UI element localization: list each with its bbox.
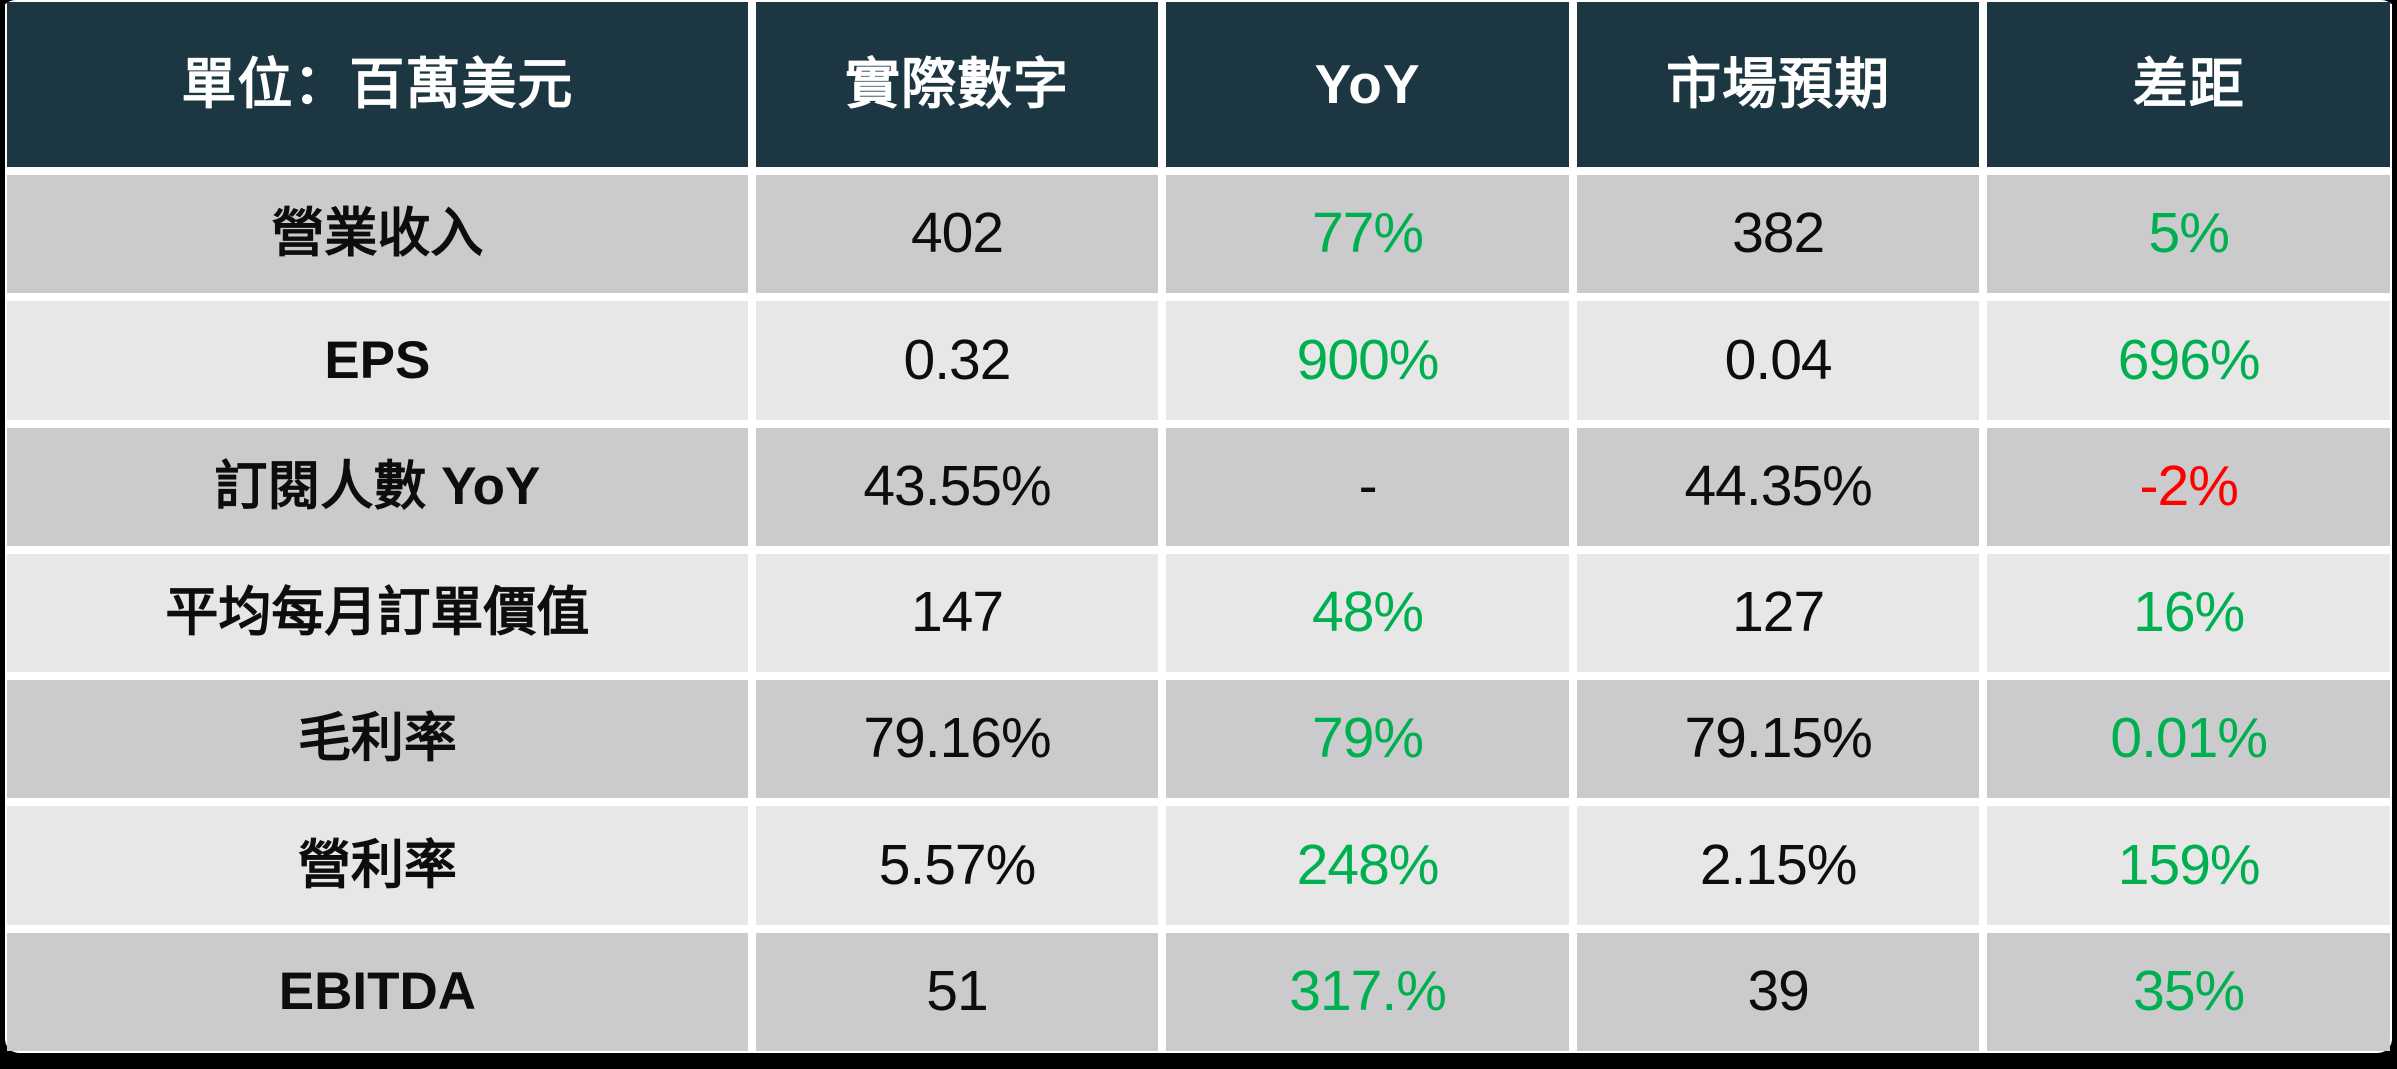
cell-expected-value: 79.15% <box>1576 680 1980 799</box>
cell-gap-value: 5% <box>1987 175 2390 294</box>
header-unit-label: 單位：百萬美元 <box>7 2 748 167</box>
cell-actual-value: 43.55% <box>755 427 1159 546</box>
cell-yoy-value: 48% <box>1166 553 1569 673</box>
cell-yoy-value: 900% <box>1166 301 1569 420</box>
table-grid: 單位：百萬美元 實際數字 YoY 市場預期 差距 營業收入 402 77% 382 5%… <box>5 0 2392 1053</box>
cell-yoy-value: - <box>1166 427 1569 546</box>
cell-expected-value: 2.15% <box>1576 806 1980 925</box>
cell-yoy-value: 79% <box>1166 680 1569 799</box>
cell-gap-value: 696% <box>1987 301 2390 420</box>
row-label: EPS <box>7 301 748 420</box>
cell-yoy-value: 77% <box>1166 175 1569 294</box>
cell-actual-value: 0.32 <box>755 301 1159 420</box>
header-actual: 實際數字 <box>755 2 1159 167</box>
row-label: 毛利率 <box>7 680 748 799</box>
cell-expected-value: 44.35% <box>1576 427 1980 546</box>
row-label: 營利率 <box>7 806 748 925</box>
cell-actual-value: 402 <box>755 175 1159 294</box>
cell-yoy-value: 248% <box>1166 806 1569 925</box>
cell-gap-value: 159% <box>1987 806 2390 925</box>
cell-expected-value: 382 <box>1576 175 1980 294</box>
cell-expected-value: 39 <box>1576 932 1980 1051</box>
cell-actual-value: 147 <box>755 553 1159 673</box>
header-gap: 差距 <box>1987 2 2390 167</box>
cell-gap-value: 16% <box>1987 553 2390 673</box>
row-label: 平均每月訂單價值 <box>7 553 748 673</box>
row-label: EBITDA <box>7 932 748 1051</box>
row-label: 營業收入 <box>7 175 748 294</box>
cell-expected-value: 0.04 <box>1576 301 1980 420</box>
header-market-expectation: 市場預期 <box>1576 2 1980 167</box>
cell-actual-value: 51 <box>755 932 1159 1051</box>
cell-gap-value: 35% <box>1987 932 2390 1051</box>
cell-actual-value: 79.16% <box>755 680 1159 799</box>
cell-actual-value: 5.57% <box>755 806 1159 925</box>
header-yoy: YoY <box>1166 2 1569 167</box>
row-label: 訂閱人數 YoY <box>7 427 748 546</box>
cell-expected-value: 127 <box>1576 553 1980 673</box>
cell-gap-value: 0.01% <box>1987 680 2390 799</box>
cell-yoy-value: 317.% <box>1166 932 1569 1051</box>
cell-gap-value: -2% <box>1987 427 2390 546</box>
